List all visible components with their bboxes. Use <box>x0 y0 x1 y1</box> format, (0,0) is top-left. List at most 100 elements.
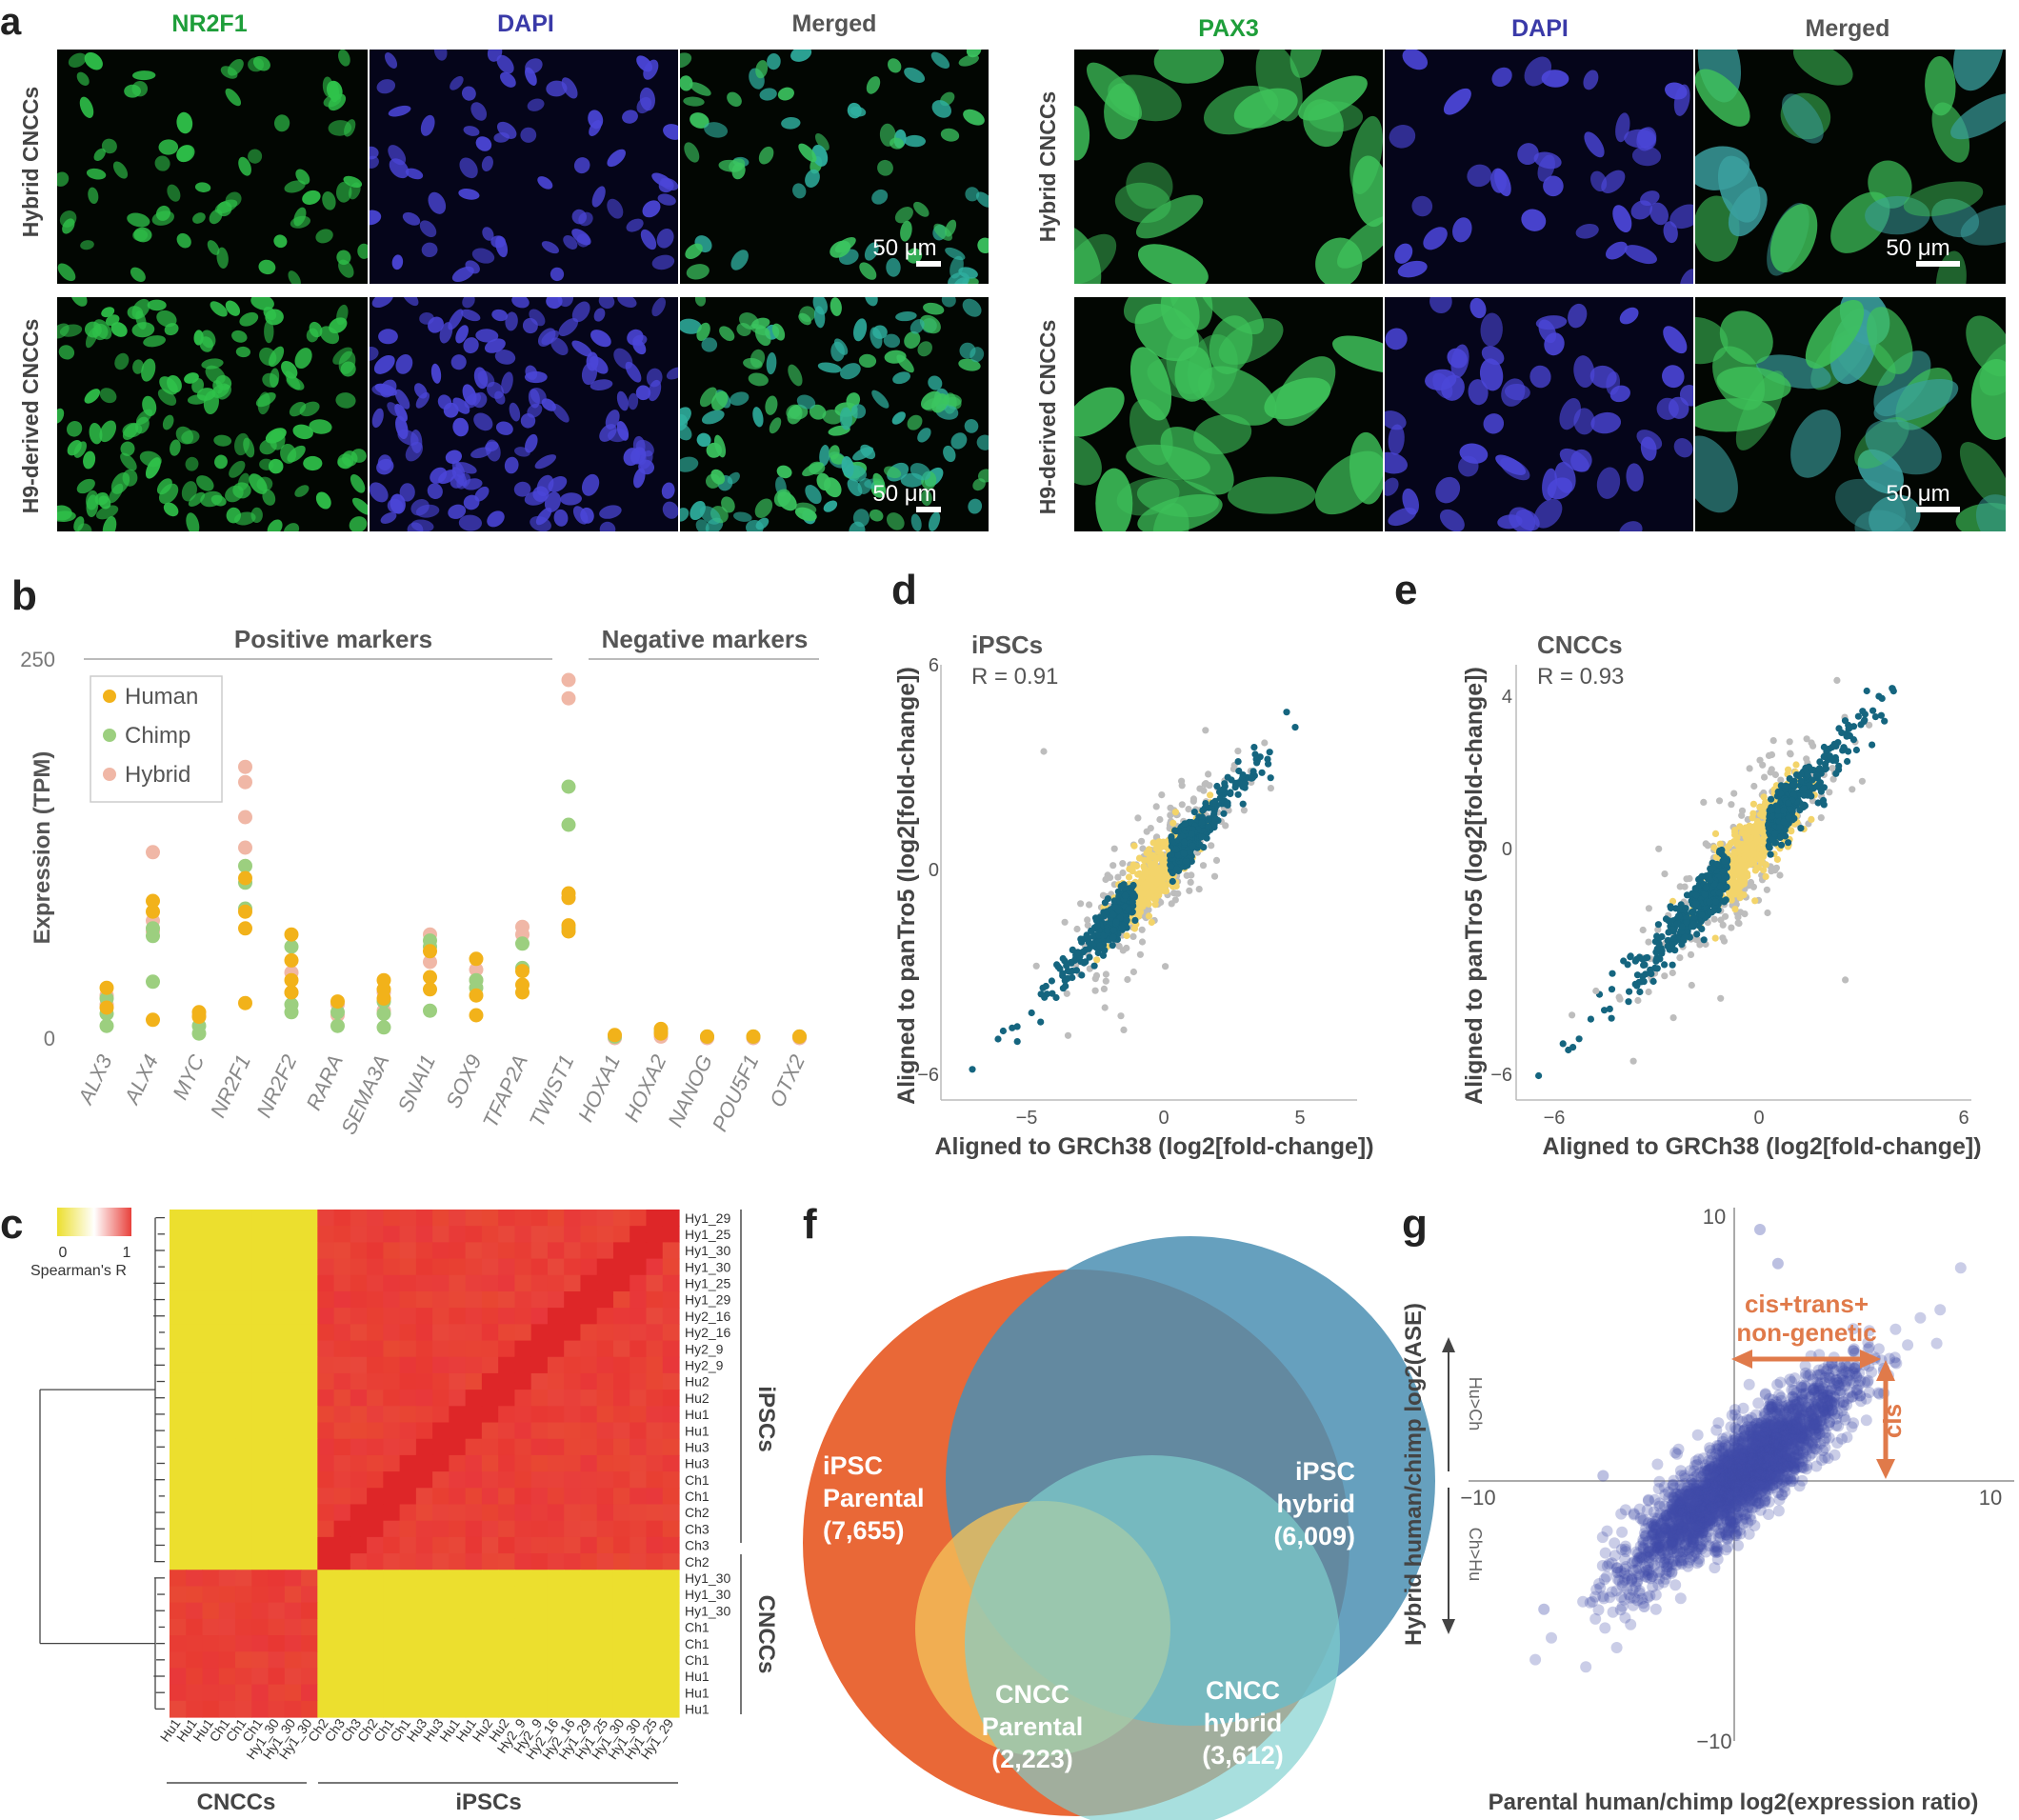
heat-cell <box>415 1684 433 1702</box>
heat-cell <box>202 1210 220 1227</box>
cell <box>871 189 889 205</box>
scatter-point <box>1183 871 1190 879</box>
cell <box>135 310 147 330</box>
heat-cell <box>333 1210 351 1227</box>
heat-cell <box>317 1618 335 1636</box>
cell <box>1615 112 1630 143</box>
heat-cell <box>630 1226 648 1243</box>
heat-cell <box>514 1618 532 1636</box>
cell <box>640 229 657 250</box>
cell <box>966 50 982 58</box>
scatter-point <box>1771 770 1779 779</box>
heat-cell <box>612 1210 630 1227</box>
d-xlabel: Aligned to GRCh38 (log2[fold-change]) <box>934 1133 1373 1160</box>
heat-cell <box>284 1226 302 1243</box>
cell <box>616 390 629 411</box>
scatter-point <box>1852 746 1860 754</box>
cell <box>871 390 890 409</box>
cell <box>437 394 452 410</box>
scatter-point <box>1693 930 1701 938</box>
c-row-label: Hu3 <box>685 1440 710 1455</box>
heat-cell <box>432 1684 450 1702</box>
scatter-point <box>1099 951 1108 959</box>
scatter-point <box>1198 819 1206 827</box>
heat-cell <box>333 1668 351 1686</box>
heat-cell <box>415 1471 433 1489</box>
heat-cell <box>333 1602 351 1620</box>
heat-cell <box>612 1520 630 1538</box>
heat-cell <box>514 1700 532 1718</box>
heat-cell <box>432 1651 450 1670</box>
heat-cell <box>202 1454 220 1472</box>
cell <box>1867 307 1913 374</box>
scatter-point <box>1715 797 1724 805</box>
heat-cell <box>350 1274 368 1292</box>
heat-cell <box>235 1340 252 1358</box>
heat-cell <box>399 1308 417 1325</box>
cell <box>445 450 462 465</box>
heat-cell <box>317 1210 335 1227</box>
cell <box>1435 476 1461 504</box>
cell <box>176 232 191 249</box>
cell <box>690 112 710 129</box>
cell <box>581 473 600 496</box>
cell <box>1385 410 1407 430</box>
cell <box>475 136 492 151</box>
heat-cell <box>481 1586 499 1604</box>
cell <box>1385 477 1399 496</box>
heat-cell <box>301 1242 318 1260</box>
cell <box>463 478 483 490</box>
cell <box>1388 507 1417 527</box>
scatter-point <box>1722 896 1729 904</box>
heat-cell <box>202 1372 220 1390</box>
c-row-label: Hy1_30 <box>685 1259 730 1274</box>
cell <box>273 234 288 249</box>
cell <box>1769 204 1818 273</box>
heat-cell <box>630 1390 648 1407</box>
heat-cell <box>415 1454 433 1472</box>
heat-cell <box>498 1422 516 1440</box>
heat-cell <box>547 1422 565 1440</box>
scatter-point <box>1833 676 1841 685</box>
heat-cell <box>596 1242 614 1260</box>
b-point-human <box>284 927 299 942</box>
b-point-chimp <box>376 1006 391 1021</box>
heat-cell <box>399 1471 417 1489</box>
heat-cell <box>580 1340 598 1358</box>
cell <box>805 169 820 188</box>
cell <box>350 449 367 463</box>
heat-cell <box>350 1422 368 1440</box>
cell <box>243 437 255 458</box>
heat-cell <box>317 1668 335 1686</box>
heat-cell <box>449 1520 467 1538</box>
a-right-row1: Hybrid CNCCs <box>1035 91 1060 242</box>
cell <box>62 218 75 234</box>
cell <box>520 127 537 143</box>
heat-cell <box>186 1406 204 1424</box>
heat-cell <box>415 1258 433 1276</box>
heat-cell <box>612 1438 630 1456</box>
scatter-point <box>1749 859 1757 867</box>
heat-cell <box>564 1324 582 1342</box>
cell <box>427 483 443 500</box>
b-point-chimp <box>561 817 576 832</box>
heat-cell <box>235 1570 252 1588</box>
heat-cell <box>350 1324 368 1342</box>
heat-cell <box>170 1324 187 1342</box>
e-ytick-top: 4 <box>1502 687 1512 708</box>
scatter-point <box>1773 855 1781 864</box>
scatter-point <box>1735 868 1743 875</box>
cell <box>1869 494 1921 531</box>
heat-cell <box>646 1570 664 1588</box>
heat-cell <box>564 1274 582 1292</box>
heat-cell <box>514 1684 532 1702</box>
heat-cell <box>481 1390 499 1407</box>
heat-cell <box>399 1570 417 1588</box>
c-row-label: Hy2_9 <box>685 1341 724 1356</box>
scatter-point <box>1667 904 1675 912</box>
scatter-point <box>1181 820 1189 828</box>
heat-cell <box>284 1602 302 1620</box>
heat-cell <box>465 1570 483 1588</box>
cell <box>754 326 771 347</box>
scatter-point <box>1052 993 1060 1002</box>
